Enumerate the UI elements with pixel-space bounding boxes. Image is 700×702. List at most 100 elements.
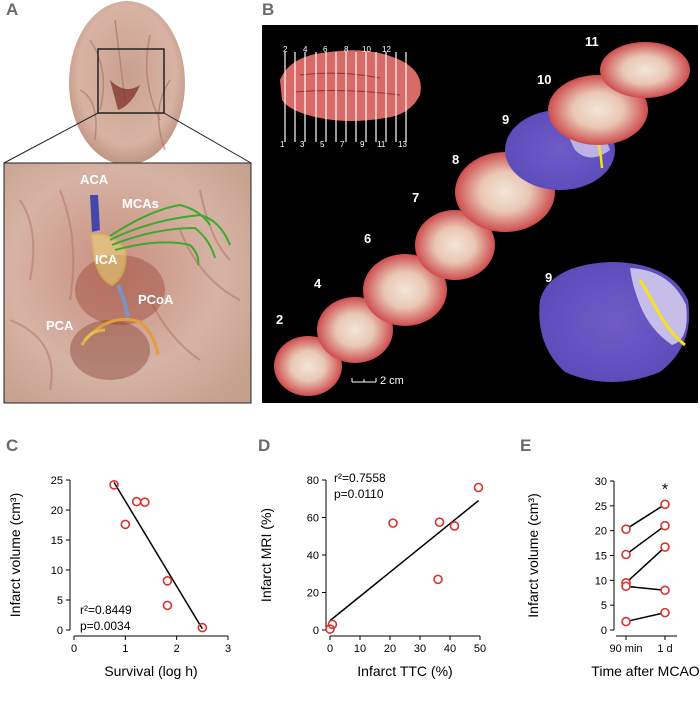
chart-e-point-90min [621,616,631,627]
chart-c-point [162,575,173,586]
chart-d-point [388,518,398,528]
chart-c-y-tick-label: 10 [51,565,63,577]
chart-e-point-1d [660,499,670,510]
ruler-top-12: 12 [382,45,391,54]
panel-letter-a: A [6,0,19,19]
coronal-slices [274,42,690,396]
panel-letter-c: C [6,436,19,455]
scale-bar [351,378,377,383]
ruler-top-8: 8 [344,45,349,54]
label-pcoa: PCoA [138,292,174,307]
chart-e-x-tick-label: 1 d [657,643,672,655]
chart-e-pair-line [625,546,666,584]
label-pca: PCA [46,318,74,333]
section-label-10: 10 [537,72,552,87]
chart-e-x-tick-label: 90 min [609,643,642,655]
chart-d-x-tick-label: 0 [327,643,333,655]
chart-e-point-1d [660,520,670,531]
chart-e-y-tick-label: 5 [601,600,607,612]
panel-letter-d: D [258,436,271,455]
chart-e-y-tick-label: 15 [595,551,607,563]
section-label-6: 6 [364,231,372,246]
ruler-bottom-1: 1 [280,140,285,149]
chart-c-point [131,496,142,507]
chart-d-point [473,482,484,493]
chart-c-x-tick-label: 0 [71,643,77,655]
chart-d-y-tick-label: 20 [307,588,319,600]
chart-c-y-tick-label: 5 [57,595,63,607]
section-label-11: 11 [585,34,599,49]
section-label-2: 2 [276,312,284,327]
section-label-9-large: 9 [545,270,553,285]
chart-d-x-tick-label: 20 [384,643,396,655]
slice-9-large [539,262,690,382]
chart-e-y-tick-label: 30 [595,476,607,488]
chart-e-y-tick-label: 25 [595,501,607,513]
chart-e-point-1d [660,607,670,618]
chart-d-x-tick-label: 40 [444,643,456,655]
chart-c-y-label: Infarct volume (cm³) [7,493,23,617]
chart-d-y-tick-label: 0 [313,625,319,637]
chart-c-x-tick-label: 1 [122,643,128,655]
chart-e-point-1d [660,542,670,552]
chart-d-point [433,574,443,585]
section-label-8: 8 [452,152,460,167]
chart-c-annotation-p: p=0.0034 [80,619,131,633]
chart-e-y-tick-label: 10 [595,575,607,587]
ruler-top-6: 6 [323,45,328,54]
chart-e-point-90min [621,524,631,534]
ruler-top-2: 2 [283,45,288,54]
chart-c-y-tick-label: 25 [51,475,63,487]
scale-bar-label: 2 cm [380,375,404,387]
label-aca: ACA [80,172,109,187]
chart-e-x-label: Time after MCAO [591,663,699,679]
label-ica: ICA [95,252,118,267]
whole-brain-photo [69,1,185,165]
chart-e-pair-line [625,503,666,530]
chart-d-annotation-r2: r²=0.7558 [334,471,386,485]
chart-e-pair-line [625,585,666,592]
ruler-bottom-3: 3 [300,140,305,149]
chart-e-point-1d [660,585,670,596]
chart-e-y-label: Infarct volume (cm³) [525,493,541,617]
chart-d-y-tick-label: 40 [307,550,319,562]
panel-letter-e: E [520,436,532,455]
ruler-top-4: 4 [303,45,308,54]
chart-c-point [140,497,150,508]
chart-c-point [109,479,119,490]
chart-c-x-tick-label: 3 [225,643,231,655]
chart-c-y-tick-label: 20 [51,505,63,517]
chart-d-x-label: Infarct TTC (%) [357,663,452,679]
chart-e-significance-star: * [662,481,668,498]
ruler-bottom-13: 13 [398,140,407,149]
chart-c-point [162,600,173,611]
ruler-top-labels: 2 4 6 8 10 12 [280,45,415,57]
chart-d-point [327,619,338,630]
chart-d-y-tick-label: 60 [307,513,319,525]
zoom-box [97,48,165,114]
chart-e-pair-line [625,611,666,623]
ruler-bottom-11: 11 [377,140,386,149]
panel-letter-b: B [262,0,275,19]
chart-c-y-tick-label: 0 [57,625,63,637]
chart-d-annotation-p: p=0.0110 [334,487,384,501]
chart-c-fit-line [113,482,203,630]
ruler-bottom-7: 7 [340,140,345,149]
chart-e-point-90min [621,578,631,588]
ruler-top-10: 10 [362,45,371,54]
chart-e-y-tick-label: 20 [595,526,607,538]
section-label-7: 7 [412,190,420,205]
sagittal-brain-diagram [280,50,421,142]
chart-d-x-tick-label: 10 [354,643,366,655]
section-label-9: 9 [502,112,510,127]
chart-e-pair-line [625,525,666,556]
chart-e-point-90min [621,581,631,592]
chart-d-x-tick-label: 30 [414,643,426,655]
chart-c-point [120,519,131,530]
chart-c-y-tick-label: 15 [51,535,63,547]
chart-c-annotation-r2: r²=0.8449 [80,603,132,617]
chart-d-y-tick-label: 80 [307,475,319,487]
panel-b-background [262,25,698,403]
